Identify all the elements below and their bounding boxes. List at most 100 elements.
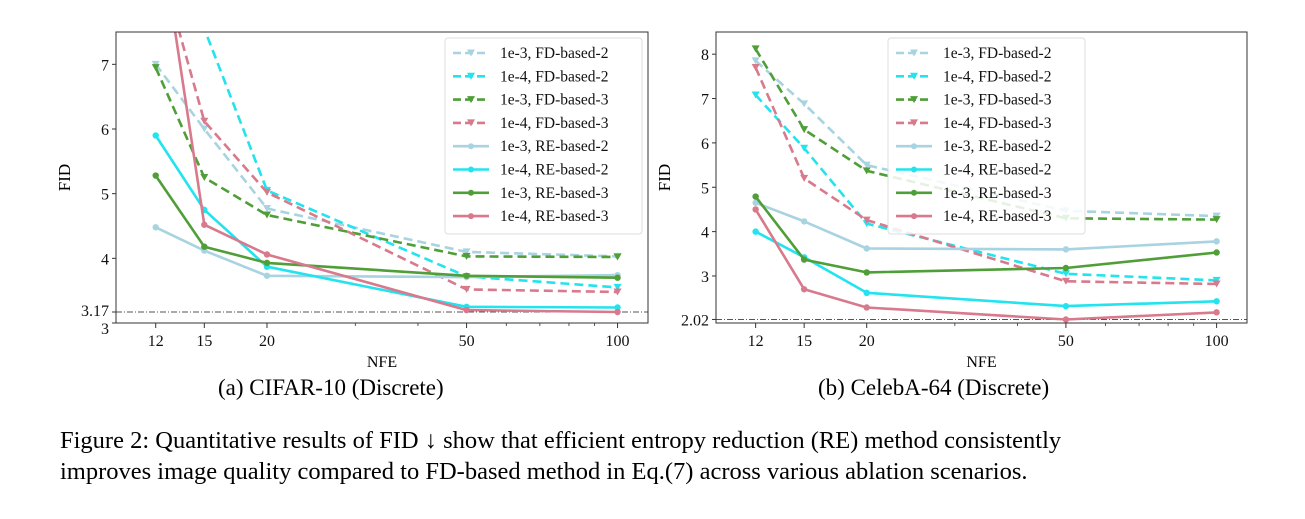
data-point <box>200 125 209 133</box>
data-point <box>751 45 760 53</box>
data-point <box>263 272 271 279</box>
data-point <box>1061 270 1070 278</box>
data-point <box>613 253 622 261</box>
legend-marker <box>910 72 918 80</box>
legend-entry: 1e-3, RE-based-3 <box>896 185 1052 202</box>
data-point <box>862 161 871 169</box>
legend-label: 1e-4, RE-based-3 <box>943 208 1052 225</box>
chart-cifar: 33.17 4 5 6 7 12 15 20 50 100 NFE FID 1e-3, FD-based… <box>55 31 649 371</box>
y-tick-label: 7 <box>101 57 109 74</box>
legend: 1e-3, FD-based-2 1e-4, FD-based-2 1e-3, FD… <box>887 37 1086 235</box>
legend-marker <box>910 96 918 104</box>
legend-label: 1e-3, RE-based-3 <box>500 185 609 202</box>
y-tick-label: 8 <box>701 47 709 64</box>
data-point <box>1213 298 1220 305</box>
legend-entry: 1e-4, RE-based-2 <box>896 162 1051 179</box>
data-point <box>800 286 808 293</box>
data-point <box>613 288 622 296</box>
legend-marker <box>911 143 917 150</box>
legend-label: 1e-3, RE-based-3 <box>943 185 1052 202</box>
data-point <box>862 167 871 175</box>
data-point <box>1212 280 1221 288</box>
data-point <box>1061 277 1070 285</box>
x-axis-label: NFE <box>367 354 397 371</box>
legend: 1e-3, FD-based-2 1e-4, FD-based-2 1e-3, FD… <box>444 37 643 235</box>
figure-caption-line-2: improves image quality compared to FD-ba… <box>60 458 1028 485</box>
data-point <box>201 221 208 228</box>
data-point <box>1213 238 1220 245</box>
data-point <box>1062 246 1070 253</box>
legend-entry: 1e-3, FD-based-2 <box>896 45 1051 62</box>
legend-marker <box>467 96 475 104</box>
legend-entry: 1e-4, FD-based-2 <box>453 68 608 85</box>
data-point <box>752 206 759 213</box>
data-point <box>614 274 621 281</box>
legend-label: 1e-4, RE-based-2 <box>500 162 608 179</box>
legend-entry: 1e-3, FD-based-3 <box>453 92 609 109</box>
data-point <box>752 228 759 235</box>
x-tick-label: 12 <box>148 333 164 350</box>
data-point <box>752 199 759 206</box>
x-tick-label: 15 <box>796 333 812 350</box>
data-point <box>800 100 809 108</box>
series-3 <box>177 32 622 296</box>
data-point <box>204 32 205 33</box>
legend-marker <box>468 166 474 173</box>
legend-entry: 1e-4, RE-based-2 <box>453 162 608 179</box>
data-point <box>800 256 808 263</box>
data-point <box>263 251 271 258</box>
series-1 <box>751 91 1221 284</box>
series-3 <box>751 63 1221 288</box>
legend-marker <box>910 49 918 57</box>
data-point <box>1213 309 1220 316</box>
legend-entry: 1e-3, RE-based-3 <box>453 185 609 202</box>
plot-area <box>751 45 1221 323</box>
data-point <box>463 272 470 279</box>
data-point <box>201 243 208 250</box>
legend-label: 1e-3, RE-based-2 <box>500 138 608 155</box>
legend-marker <box>468 143 474 150</box>
y-tick-label: 5 <box>701 180 709 197</box>
legend-label: 1e-3, FD-based-3 <box>500 92 609 109</box>
legend-entry: 1e-3, FD-based-3 <box>896 92 1052 109</box>
data-point <box>200 174 209 181</box>
data-point <box>863 245 870 252</box>
x-tick-label: 50 <box>1058 333 1074 350</box>
data-point <box>462 252 471 260</box>
plot-area <box>151 32 622 316</box>
data-point <box>613 283 622 291</box>
legend-entry: 1e-4, RE-based-3 <box>896 208 1052 225</box>
series-6 <box>152 172 621 281</box>
series-7 <box>752 206 1220 323</box>
series-7 <box>173 32 621 316</box>
axes-frame <box>115 31 649 324</box>
x-tick-label: 20 <box>259 333 275 350</box>
y-axis-label: FID <box>655 164 674 191</box>
legend-entry: 1e-4, FD-based-3 <box>453 115 609 132</box>
legend-box <box>887 37 1086 235</box>
y-tick-label: 4 <box>101 251 109 268</box>
data-point <box>751 63 760 71</box>
y-tick-label: 5 <box>101 187 109 204</box>
subcaption-celeba: (b) CelebA-64 (Discrete) <box>818 375 1050 400</box>
legend-label: 1e-4, RE-based-2 <box>943 162 1051 179</box>
series-6 <box>752 193 1220 276</box>
legend-marker <box>467 119 475 127</box>
data-point <box>463 306 470 314</box>
series-2 <box>151 64 622 261</box>
legend-entry: 1e-3, RE-based-2 <box>453 138 608 155</box>
legend-entry: 1e-3, FD-based-2 <box>453 45 608 62</box>
data-point <box>800 218 808 225</box>
data-point <box>152 172 159 179</box>
data-point <box>462 248 471 256</box>
data-point <box>200 117 209 125</box>
data-point <box>800 174 809 182</box>
data-point <box>262 211 271 219</box>
y-tick-label: 6 <box>101 122 109 139</box>
x-tick-label: 50 <box>459 333 475 350</box>
legend-marker <box>911 166 917 173</box>
legend-label: 1e-3, FD-based-3 <box>943 92 1052 109</box>
data-point <box>1212 276 1221 284</box>
legend-marker <box>468 213 474 220</box>
legend-marker <box>911 189 917 196</box>
